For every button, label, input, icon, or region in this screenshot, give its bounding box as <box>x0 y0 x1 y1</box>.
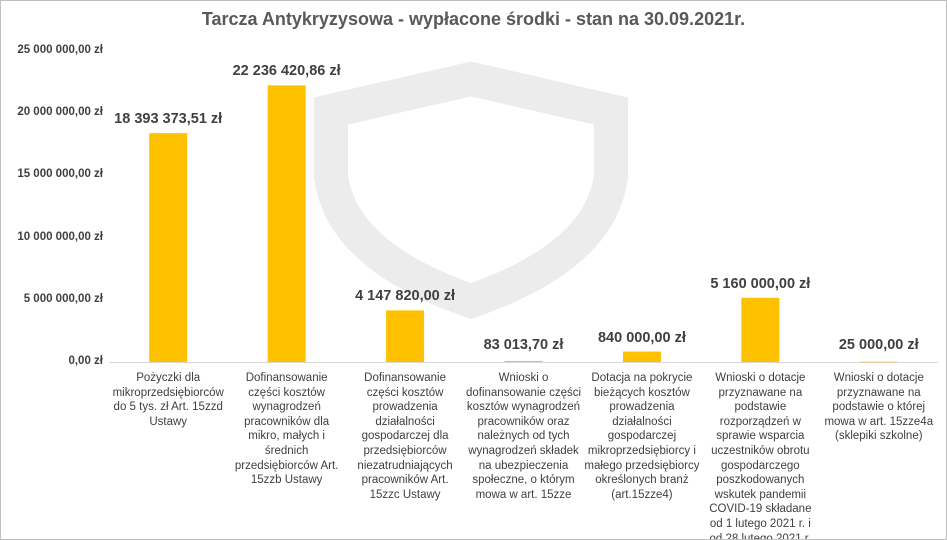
y-tick-label: 20 000 000,00 zł <box>17 106 103 119</box>
data-label: 4 147 820,00 zł <box>355 288 456 305</box>
category-label: Dofinansowanie części kosztów prowadzeni… <box>357 372 453 501</box>
data-label: 840 000,00 zł <box>597 329 686 346</box>
y-tick-label: 5 000 000,00 zł <box>23 292 103 305</box>
category-label: Wnioski o dotacje przyznawane na podstaw… <box>824 372 934 443</box>
bar <box>859 361 898 363</box>
bar <box>741 297 780 362</box>
y-tick-label: 0,00 zł <box>68 355 103 367</box>
bar <box>386 310 425 362</box>
chart-title: Tarcza Antykryzysowa - wypłacone środki … <box>201 9 746 29</box>
category-label: Dotacja na pokrycie bieżących kosztów pr… <box>584 372 700 501</box>
data-label: 25 000,00 zł <box>838 337 919 353</box>
data-label: 83 013,70 zł <box>483 337 564 353</box>
category-label: Dofinansowanie części kosztów wynagrodze… <box>234 372 339 487</box>
data-label: 5 160 000,00 zł <box>710 275 811 292</box>
category-label: Wnioski o dofinansowanie części kosztów … <box>465 372 582 501</box>
category-label: Wnioski o dotacje przyznawane na podstaw… <box>709 372 812 540</box>
bar <box>267 85 306 363</box>
y-tick-label: 15 000 000,00 zł <box>17 168 103 181</box>
category-label: Pożyczki dla mikroprzedsiębiorców do 5 t… <box>112 372 224 428</box>
y-tick-label: 10 000 000,00 zł <box>17 230 103 243</box>
bar <box>149 133 188 362</box>
y-tick-label: 25 000 000,00 zł <box>17 44 103 56</box>
bar <box>504 360 543 362</box>
data-label: 18 393 373,51 zł <box>114 111 223 128</box>
bar <box>622 351 661 362</box>
data-label: 22 236 420,86 zł <box>232 63 341 80</box>
